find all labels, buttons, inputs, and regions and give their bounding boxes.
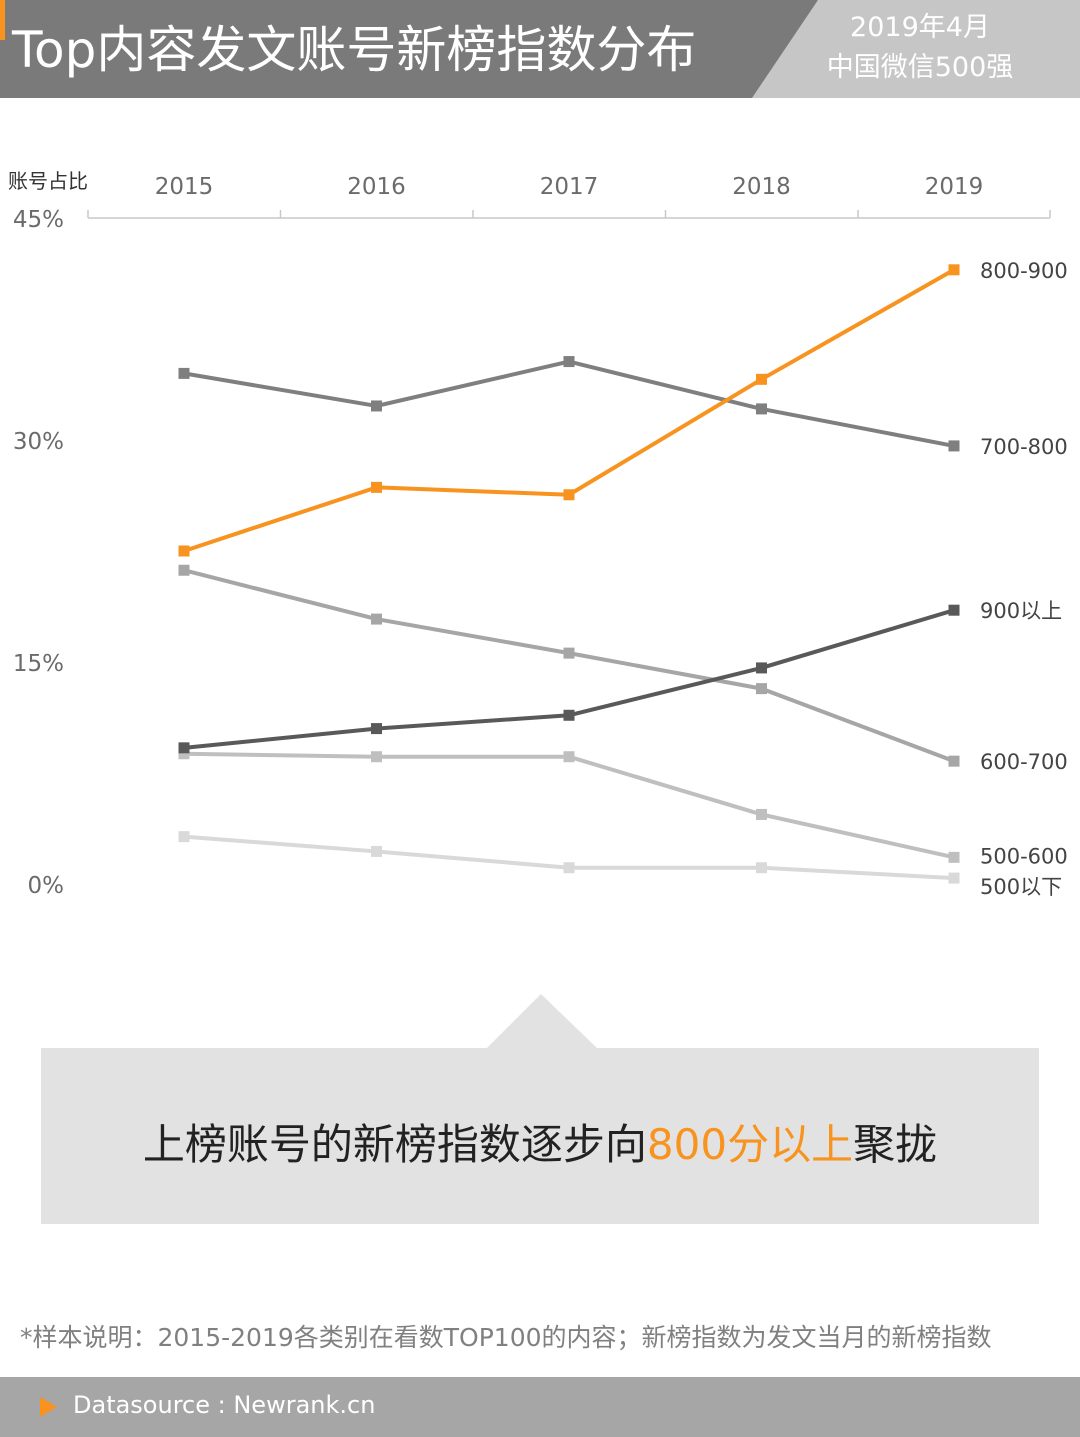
- accent-bar: [0, 0, 5, 40]
- callout-text-after: 聚拢: [853, 1120, 938, 1169]
- data-point: [563, 489, 575, 501]
- page-title: Top内容发文账号新榜指数分布: [12, 21, 697, 79]
- series-label: 500-600: [980, 844, 1068, 868]
- data-point: [178, 367, 190, 379]
- header-banner: Top内容发文账号新榜指数分布 2019年4月 中国微信500强: [0, 0, 1080, 98]
- callout-background: [41, 1048, 1039, 1224]
- data-point: [178, 545, 190, 557]
- callout-pointer: [487, 994, 597, 1048]
- x-tick-label: 2016: [347, 174, 406, 200]
- callout-highlight: 800分以上: [646, 1120, 854, 1169]
- header-subtitle: 2019年4月 中国微信500强: [790, 8, 1050, 88]
- y-axis-title: 账号占比: [8, 169, 88, 193]
- series-line: [183, 751, 955, 860]
- line-chart: 账号占比 2015 2016 2017 2018 2019 45% 30% 15% 0% 500以下…: [8, 169, 1068, 899]
- callout-text: 上榜账号的新榜指数逐步向800分以上聚拢: [41, 1115, 1039, 1175]
- y-tick-label: 45%: [13, 207, 64, 233]
- data-point: [178, 564, 190, 576]
- data-point: [371, 400, 382, 412]
- data-point: [371, 751, 382, 763]
- series-line: [183, 568, 955, 764]
- data-point: [178, 831, 190, 843]
- data-point: [948, 755, 960, 767]
- data-point: [948, 440, 960, 452]
- play-arrow-icon: [40, 1397, 57, 1417]
- x-tick-label: 2018: [732, 174, 791, 200]
- data-point: [563, 356, 575, 368]
- series-label: 600-700: [980, 750, 1068, 774]
- data-point: [756, 683, 767, 695]
- y-tick-label: 15%: [13, 651, 64, 677]
- data-point: [756, 662, 767, 674]
- data-point: [948, 604, 960, 616]
- callout-text-before: 上榜账号的新榜指数逐步向: [142, 1120, 647, 1169]
- callout-box: [41, 994, 1039, 1224]
- x-tick-label: 2017: [540, 174, 599, 200]
- y-tick-label: 0%: [28, 873, 65, 899]
- series-line: [183, 268, 955, 553]
- sample-note: *样本说明：2015-2019各类别在看数TOP100的内容；新榜指数为发文当月…: [20, 1323, 992, 1352]
- subtitle-date: 2019年4月: [850, 12, 990, 43]
- series-line: [183, 608, 955, 750]
- data-point: [756, 373, 767, 385]
- series-line: [183, 359, 955, 448]
- series-label: 900以上: [980, 599, 1062, 623]
- data-point: [756, 808, 767, 820]
- data-point: [563, 647, 575, 659]
- data-point: [371, 613, 382, 625]
- data-point: [563, 862, 575, 874]
- series-label: 500以下: [980, 875, 1062, 899]
- data-point: [371, 845, 382, 857]
- data-source: Datasource : Newrank.cn: [73, 1391, 376, 1419]
- data-point: [178, 748, 190, 760]
- data-point: [948, 264, 960, 276]
- data-point: [948, 851, 960, 863]
- data-point: [563, 751, 575, 763]
- data-point: [371, 481, 382, 493]
- data-point: [178, 742, 190, 754]
- header-background: [0, 0, 1080, 98]
- data-point: [563, 709, 575, 721]
- series-label: 700-800: [980, 435, 1068, 459]
- series-label: 800-900: [980, 259, 1068, 283]
- y-tick-label: 30%: [13, 429, 64, 455]
- subtitle-scope: 中国微信500强: [826, 52, 1014, 83]
- footer-bar: Datasource : Newrank.cn: [0, 1377, 1080, 1437]
- data-point: [756, 862, 767, 874]
- data-point: [948, 872, 960, 884]
- data-point: [756, 403, 767, 415]
- x-tick-label: 2019: [925, 174, 984, 200]
- x-tick-label: 2015: [155, 174, 214, 200]
- data-point: [371, 723, 382, 735]
